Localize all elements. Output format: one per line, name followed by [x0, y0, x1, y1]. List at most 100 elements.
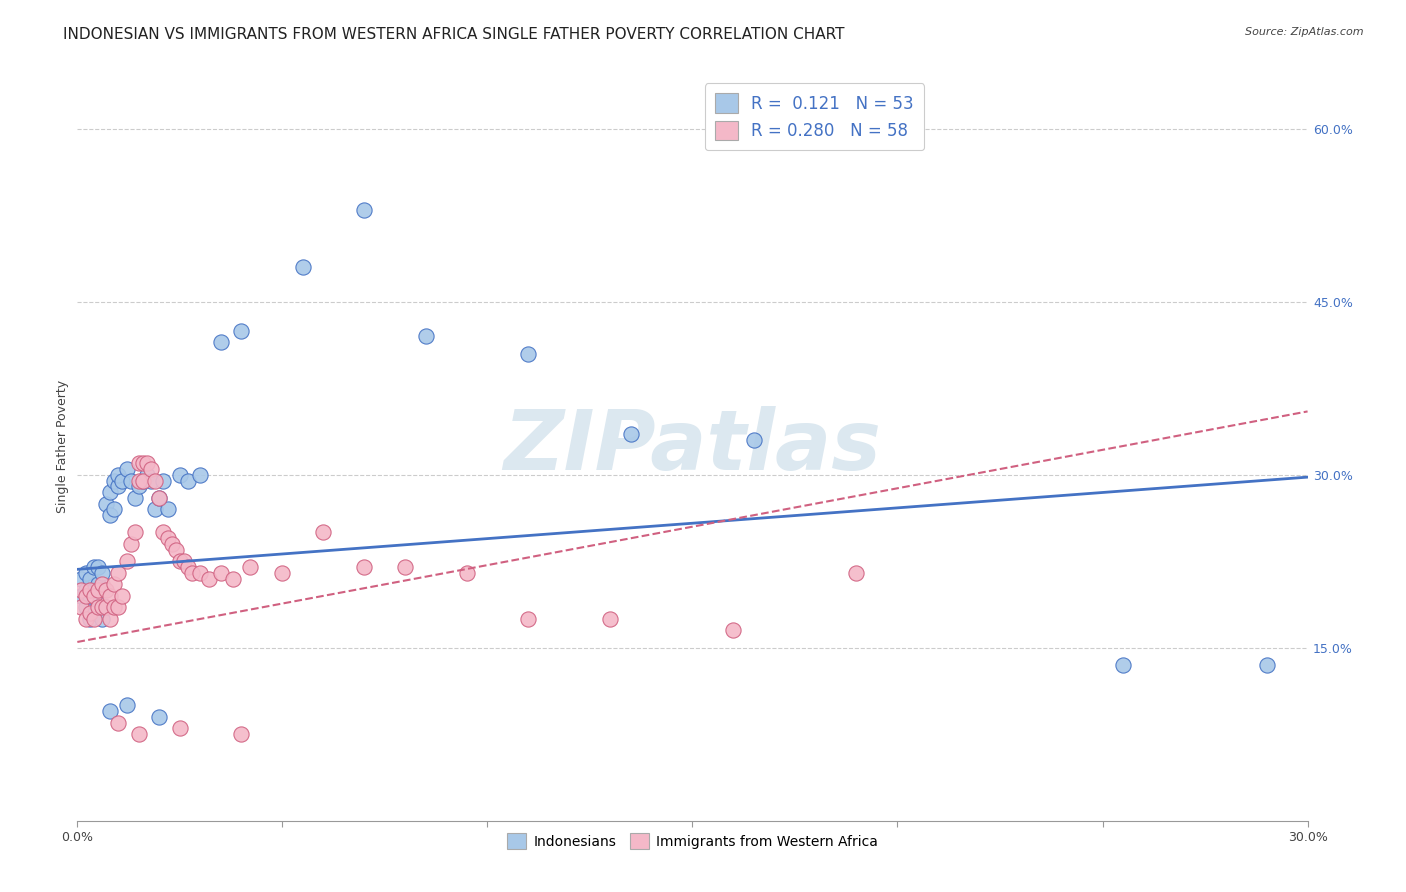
Point — [90, 577, 114, 591]
Point — [75, 612, 97, 626]
Point — [132, 474, 155, 488]
Point — [79, 572, 101, 586]
Point — [94, 600, 117, 615]
Point — [87, 600, 110, 615]
Point — [148, 710, 170, 724]
Point — [98, 704, 121, 718]
Point — [128, 474, 150, 488]
Point — [83, 606, 105, 620]
Point — [103, 577, 125, 591]
Point — [415, 329, 437, 343]
Point — [136, 456, 159, 470]
Point — [98, 508, 121, 523]
Point — [169, 467, 191, 482]
Point — [231, 324, 253, 338]
Point — [620, 427, 643, 442]
Point — [87, 583, 110, 598]
Point — [103, 502, 125, 516]
Point — [169, 554, 191, 568]
Point — [124, 525, 146, 540]
Point — [94, 583, 117, 598]
Point — [136, 467, 159, 482]
Point — [111, 474, 134, 488]
Point — [70, 583, 93, 598]
Point — [353, 560, 375, 574]
Point — [107, 566, 129, 580]
Point — [143, 474, 166, 488]
Point — [90, 566, 114, 580]
Point — [83, 612, 105, 626]
Point — [94, 497, 117, 511]
Point — [115, 462, 138, 476]
Point — [75, 583, 97, 598]
Point — [98, 589, 121, 603]
Point — [239, 560, 262, 574]
Point — [128, 479, 150, 493]
Point — [148, 491, 170, 505]
Point — [394, 560, 416, 574]
Text: ZIPatlas: ZIPatlas — [503, 406, 882, 486]
Point — [107, 479, 129, 493]
Point — [188, 467, 212, 482]
Point — [160, 537, 183, 551]
Point — [209, 335, 232, 350]
Point — [75, 600, 97, 615]
Point — [90, 583, 114, 598]
Point — [312, 525, 335, 540]
Point — [599, 612, 621, 626]
Point — [128, 456, 150, 470]
Point — [143, 502, 166, 516]
Point — [141, 474, 163, 488]
Point — [87, 560, 110, 574]
Point — [353, 202, 375, 217]
Point — [70, 572, 93, 586]
Point — [723, 624, 745, 638]
Point — [1112, 658, 1135, 673]
Point — [70, 589, 93, 603]
Point — [115, 698, 138, 713]
Legend: Indonesians, Immigrants from Western Africa: Indonesians, Immigrants from Western Afr… — [501, 828, 884, 855]
Point — [1256, 658, 1278, 673]
Point — [177, 474, 200, 488]
Point — [169, 722, 191, 736]
Point — [456, 566, 478, 580]
Point — [209, 566, 232, 580]
Point — [103, 474, 125, 488]
Point — [141, 462, 163, 476]
Point — [79, 606, 101, 620]
Point — [177, 560, 200, 574]
Point — [517, 612, 540, 626]
Text: INDONESIAN VS IMMIGRANTS FROM WESTERN AFRICA SINGLE FATHER POVERTY CORRELATION C: INDONESIAN VS IMMIGRANTS FROM WESTERN AF… — [63, 27, 845, 42]
Point — [107, 467, 129, 482]
Point — [79, 589, 101, 603]
Point — [231, 727, 253, 741]
Point — [165, 542, 187, 557]
Point — [107, 600, 129, 615]
Text: Source: ZipAtlas.com: Source: ZipAtlas.com — [1246, 27, 1364, 37]
Point — [115, 554, 138, 568]
Point — [156, 531, 179, 545]
Point — [181, 566, 204, 580]
Point — [132, 456, 155, 470]
Point — [173, 554, 195, 568]
Point — [90, 612, 114, 626]
Point — [83, 560, 105, 574]
Point — [742, 434, 765, 448]
Point — [152, 525, 174, 540]
Point — [103, 600, 125, 615]
Point — [75, 589, 97, 603]
Point — [79, 583, 101, 598]
Point — [128, 727, 150, 741]
Point — [132, 474, 155, 488]
Point — [98, 485, 121, 500]
Point — [94, 600, 117, 615]
Point — [87, 600, 110, 615]
Point — [152, 474, 174, 488]
Point — [75, 566, 97, 580]
Point — [222, 572, 245, 586]
Point — [98, 612, 121, 626]
Point — [90, 600, 114, 615]
Point — [845, 566, 868, 580]
Point — [111, 589, 134, 603]
Point — [120, 537, 142, 551]
